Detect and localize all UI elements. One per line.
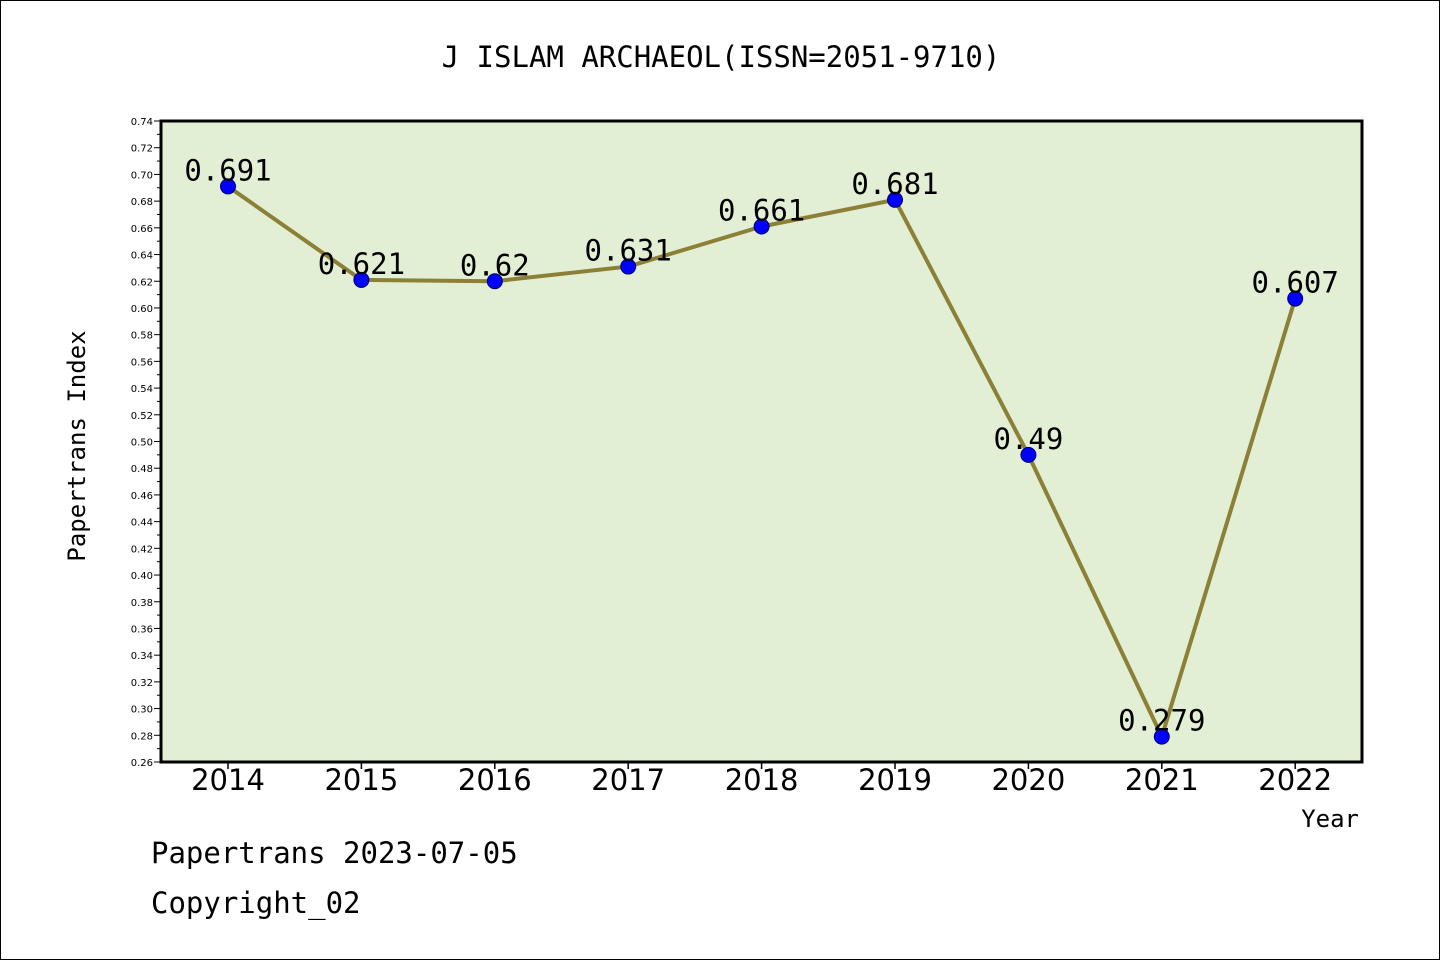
- y-tick-label: 0.62: [131, 277, 153, 288]
- data-point: [620, 258, 637, 275]
- x-axis: 2014 2015 2016 2017 2018 2019 2020 2021 2022: [191, 762, 1332, 797]
- x-tick-label: 2019: [858, 763, 932, 797]
- data-label: 0.631: [585, 234, 672, 268]
- data-label: 0.607: [1252, 266, 1339, 300]
- data-label: 0.279: [1118, 704, 1205, 738]
- data-point: [220, 178, 236, 195]
- data-labels: 0.691 0.621 0.62 0.631 0.661 0.681 0.49 0.279 0.…: [184, 153, 1339, 737]
- y-tick-label: 0.36: [131, 624, 153, 635]
- y-tick-label: 0.60: [131, 304, 153, 315]
- y-tick-label: 0.28: [131, 731, 153, 742]
- y-tick-label: 0.34: [131, 651, 153, 662]
- y-tick-label: 0.32: [131, 678, 153, 689]
- y-tick-label: 0.64: [131, 251, 153, 262]
- y-tick-label: 0.70: [131, 170, 153, 181]
- y-tick-label: 0.56: [131, 357, 153, 368]
- x-tick-label: 2016: [458, 763, 532, 797]
- y-tick-label: 0.48: [131, 464, 153, 475]
- x-tick-label: 2014: [191, 763, 265, 797]
- data-point: [887, 191, 903, 208]
- y-tick-label: 0.52: [131, 411, 153, 422]
- y-axis-label: Papertrans Index: [63, 330, 91, 561]
- series: [220, 178, 1304, 745]
- data-point: [1153, 728, 1170, 745]
- y-tick-label: 0.68: [131, 197, 153, 208]
- data-point: [1287, 290, 1304, 307]
- y-tick-label: 0.26: [131, 758, 153, 769]
- x-tick-label: 2017: [591, 763, 665, 797]
- y-tick-label: 0.38: [131, 598, 153, 609]
- y-tick-label: 0.66: [131, 224, 153, 235]
- y-tick-label: 0.30: [131, 705, 153, 716]
- x-tick-label: 2021: [1125, 763, 1199, 797]
- y-tick-label: 0.74: [131, 117, 153, 128]
- x-tick-label: 2018: [725, 763, 799, 797]
- x-tick-label: 2015: [324, 763, 398, 797]
- data-point: [1020, 446, 1037, 463]
- data-label: 0.49: [993, 422, 1063, 456]
- chart-title: J ISLAM ARCHAEOL(ISSN=2051-9710): [442, 40, 1001, 74]
- y-axis: 0.26 0.28 0.30 0.32 0.34 0.36 0.38 0.40 0.42 0.44…: [131, 117, 161, 769]
- x-tick-label: 2020: [991, 763, 1065, 797]
- y-tick-label: 0.40: [131, 571, 153, 582]
- data-point: [353, 271, 370, 288]
- x-tick-label: 2022: [1258, 763, 1332, 797]
- data-point: [753, 218, 770, 235]
- data-label: 0.621: [318, 247, 405, 281]
- data-point: [486, 273, 503, 290]
- data-label: 0.691: [184, 153, 271, 187]
- footer-copyright: Copyright_02: [151, 886, 361, 920]
- y-tick-label: 0.42: [131, 544, 153, 555]
- data-label: 0.62: [460, 248, 530, 282]
- data-label: 0.681: [851, 167, 938, 201]
- y-tick-label: 0.54: [131, 384, 153, 395]
- x-axis-label: Year: [1301, 805, 1359, 833]
- y-tick-label: 0.46: [131, 491, 153, 502]
- y-tick-label: 0.72: [131, 144, 153, 155]
- y-tick-label: 0.44: [131, 518, 153, 529]
- footer-date: Papertrans 2023-07-05: [151, 836, 518, 870]
- y-tick-label: 0.58: [131, 331, 153, 342]
- data-label: 0.661: [718, 193, 805, 227]
- y-tick-label: 0.50: [131, 438, 153, 449]
